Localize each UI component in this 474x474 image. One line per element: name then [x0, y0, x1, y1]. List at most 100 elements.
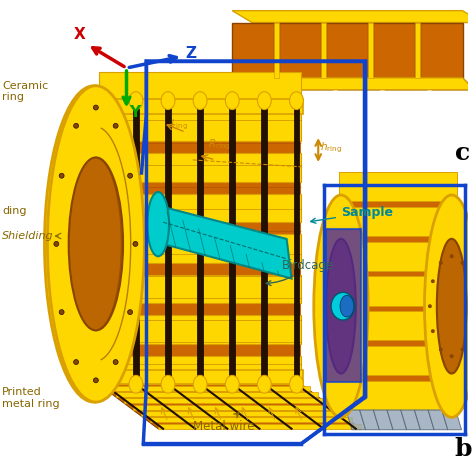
Ellipse shape — [472, 304, 474, 308]
Polygon shape — [420, 23, 463, 78]
Ellipse shape — [97, 91, 111, 109]
Ellipse shape — [97, 375, 111, 393]
Ellipse shape — [161, 375, 175, 393]
Polygon shape — [339, 242, 456, 271]
Ellipse shape — [129, 91, 143, 109]
Ellipse shape — [161, 91, 175, 109]
Polygon shape — [116, 392, 319, 397]
Polygon shape — [341, 194, 455, 407]
Ellipse shape — [73, 360, 79, 365]
Ellipse shape — [425, 195, 474, 418]
Ellipse shape — [225, 375, 239, 393]
Text: $h_\mathrm{ring}$: $h_\mathrm{ring}$ — [320, 140, 342, 155]
Polygon shape — [414, 410, 434, 430]
Polygon shape — [401, 410, 420, 430]
Polygon shape — [374, 410, 393, 430]
Ellipse shape — [93, 105, 98, 110]
Ellipse shape — [59, 173, 64, 178]
Ellipse shape — [193, 375, 207, 393]
Ellipse shape — [91, 101, 96, 106]
Polygon shape — [133, 100, 139, 384]
Text: Birdcage: Birdcage — [266, 259, 334, 285]
Polygon shape — [428, 410, 448, 430]
Polygon shape — [279, 78, 333, 90]
Polygon shape — [420, 78, 474, 90]
Text: Z: Z — [186, 46, 197, 61]
Polygon shape — [416, 23, 420, 78]
Ellipse shape — [326, 239, 356, 374]
Polygon shape — [232, 23, 463, 78]
Polygon shape — [346, 410, 365, 430]
Ellipse shape — [437, 239, 466, 374]
Polygon shape — [229, 100, 235, 384]
Ellipse shape — [439, 261, 443, 265]
Ellipse shape — [55, 171, 60, 176]
Polygon shape — [99, 275, 301, 303]
Polygon shape — [339, 276, 456, 306]
Text: $R_\mathrm{ring}$: $R_\mathrm{ring}$ — [208, 137, 230, 152]
Text: Shielding: Shielding — [2, 231, 54, 241]
Ellipse shape — [93, 378, 98, 383]
Ellipse shape — [113, 123, 118, 128]
Ellipse shape — [290, 375, 303, 393]
Polygon shape — [97, 370, 303, 384]
Ellipse shape — [129, 375, 143, 393]
Polygon shape — [99, 153, 301, 182]
Text: $l_\mathrm{ring}$: $l_\mathrm{ring}$ — [170, 118, 189, 132]
Ellipse shape — [50, 241, 55, 246]
Polygon shape — [293, 100, 300, 384]
Ellipse shape — [45, 86, 143, 402]
Text: X: X — [74, 27, 86, 42]
Ellipse shape — [439, 347, 443, 351]
Polygon shape — [99, 356, 301, 384]
Ellipse shape — [67, 157, 121, 330]
Polygon shape — [374, 78, 428, 90]
Polygon shape — [326, 229, 361, 383]
Polygon shape — [339, 346, 456, 375]
Ellipse shape — [468, 329, 473, 333]
Ellipse shape — [73, 123, 79, 128]
Text: ding: ding — [2, 206, 27, 216]
Polygon shape — [274, 23, 279, 78]
Polygon shape — [165, 100, 171, 384]
Polygon shape — [197, 100, 203, 384]
Ellipse shape — [257, 375, 271, 393]
Polygon shape — [232, 78, 286, 90]
Polygon shape — [262, 100, 267, 384]
Polygon shape — [124, 398, 327, 403]
Polygon shape — [374, 23, 416, 78]
Ellipse shape — [71, 363, 76, 368]
Polygon shape — [97, 99, 303, 114]
Ellipse shape — [71, 120, 76, 125]
Ellipse shape — [113, 360, 118, 365]
Polygon shape — [133, 405, 335, 410]
Polygon shape — [321, 23, 326, 78]
Ellipse shape — [133, 241, 138, 246]
Polygon shape — [339, 311, 456, 340]
Text: Y: Y — [129, 105, 141, 120]
Ellipse shape — [331, 292, 355, 320]
Polygon shape — [232, 23, 274, 78]
Ellipse shape — [128, 311, 132, 317]
Polygon shape — [232, 78, 474, 90]
Polygon shape — [99, 194, 301, 222]
Text: Ceramic
ring: Ceramic ring — [2, 81, 48, 102]
Text: c: c — [455, 141, 470, 165]
Ellipse shape — [54, 241, 59, 246]
Ellipse shape — [128, 310, 133, 315]
Polygon shape — [99, 379, 301, 384]
Polygon shape — [339, 207, 456, 236]
Text: Sample: Sample — [310, 206, 393, 223]
Ellipse shape — [128, 171, 132, 176]
Polygon shape — [99, 72, 301, 100]
Polygon shape — [339, 381, 456, 410]
Polygon shape — [360, 410, 379, 430]
Ellipse shape — [69, 157, 123, 330]
Polygon shape — [141, 411, 344, 416]
Polygon shape — [339, 172, 456, 201]
Polygon shape — [158, 424, 361, 429]
Polygon shape — [279, 23, 321, 78]
Polygon shape — [153, 204, 292, 279]
Ellipse shape — [55, 311, 60, 317]
Ellipse shape — [128, 173, 133, 178]
